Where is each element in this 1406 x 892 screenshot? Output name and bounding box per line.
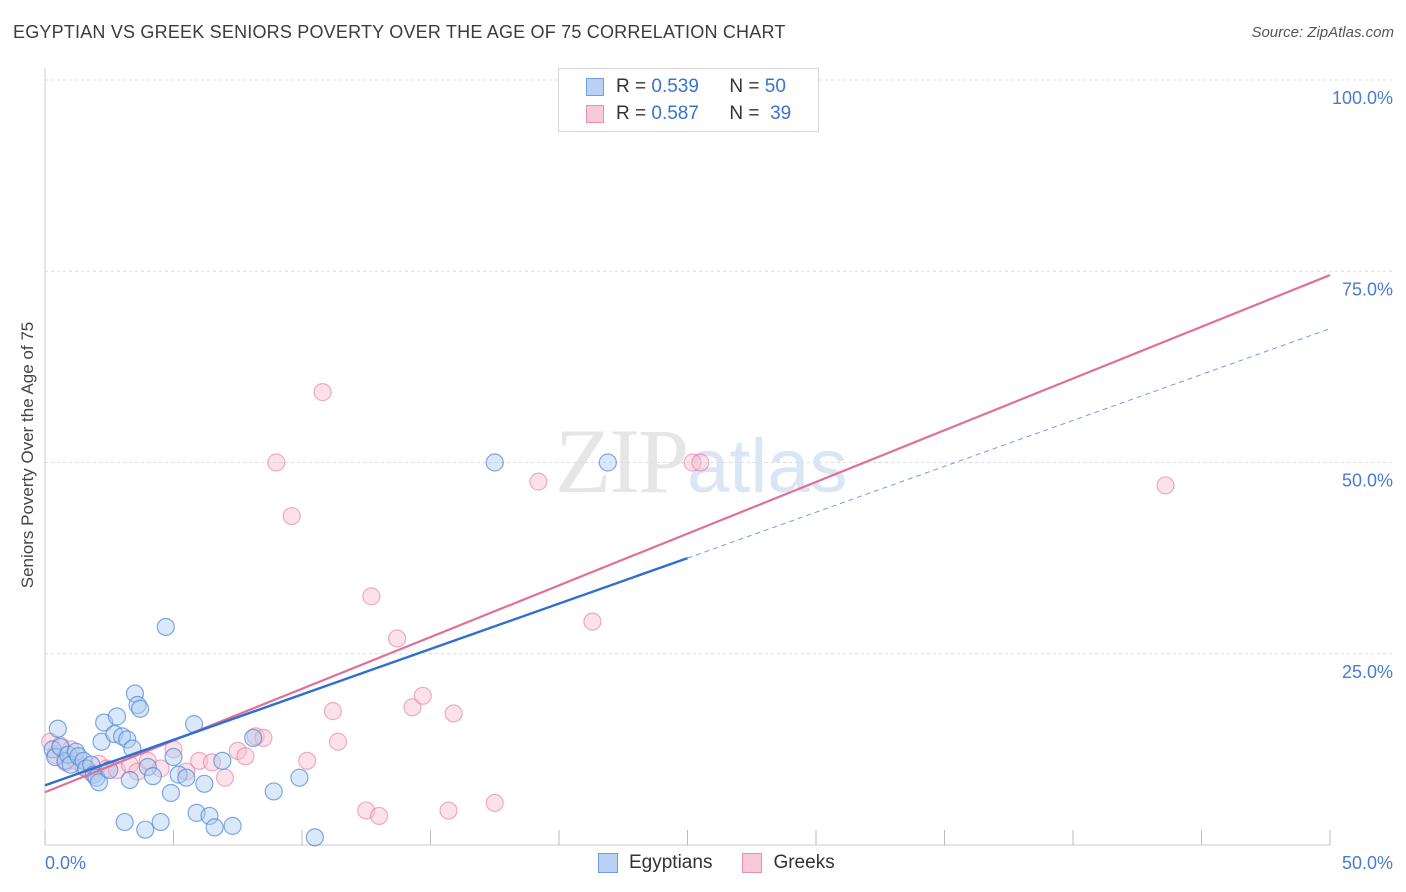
egyptians-point [161, 783, 181, 803]
legend-row-greeks: R = 0.587 N = 39 [586, 102, 791, 126]
legend-n-label: N = [729, 76, 760, 97]
greeks-legend-label: Greeks [773, 852, 835, 873]
greeks-point [215, 768, 234, 787]
egyptians-point [107, 707, 127, 726]
egyptians-point [112, 727, 132, 746]
legend-r-label: R = [616, 76, 647, 97]
egyptians-points [43, 453, 617, 847]
greeks-legend-swatch [742, 853, 763, 873]
egyptians-point [118, 730, 137, 749]
greeks-point [236, 747, 255, 766]
greeks-point [362, 587, 381, 606]
egyptians-point [177, 768, 196, 787]
greeks-point [298, 751, 317, 770]
watermark: ZIPatlas [555, 408, 848, 514]
greeks-points [41, 383, 1175, 826]
greeks-swatch [586, 105, 604, 123]
greeks-point [282, 506, 301, 526]
egyptians-trend-extension [687, 328, 1331, 559]
trend-lines [44, 274, 1331, 794]
y-tick-label: 50.0% [1342, 471, 1393, 491]
axes [44, 68, 1331, 846]
egyptians-point [136, 820, 155, 839]
greeks-point [254, 728, 273, 748]
chart-title: EGYPTIAN VS GREEK SENIORS POVERTY OVER T… [13, 22, 786, 42]
watermark-zip: ZIP [555, 410, 689, 512]
egyptians-point [151, 812, 170, 832]
x-tick-label: 50.0% [1342, 853, 1393, 873]
greeks-point [413, 686, 432, 705]
tick-labels: 25.0% 50.0% 75.0% 100.0% 0.0% 50.0% [45, 88, 1393, 873]
egyptians-point [48, 719, 67, 738]
egyptians-point [164, 747, 183, 767]
greeks-point [683, 453, 702, 472]
greeks-point [439, 801, 458, 820]
y-tick-label: 75.0% [1342, 279, 1393, 299]
egyptians-point [290, 768, 309, 787]
greeks-trend-line [44, 274, 1331, 794]
correlation-legend: R = 0.539 N = 50 R = 0.587 N = 39 [558, 68, 819, 132]
egyptians-point [143, 767, 163, 786]
egyptians-point [213, 751, 232, 770]
greeks-point [323, 702, 342, 721]
greeks-point [1156, 476, 1175, 495]
legend-n-value: 50 [764, 76, 786, 97]
egyptians-point [138, 757, 157, 777]
egyptians-point [223, 816, 242, 835]
egyptians-point [115, 812, 134, 832]
legend-n-value: 39 [770, 103, 792, 124]
y-tick-label: 25.0% [1342, 662, 1393, 682]
egyptians-point [156, 617, 175, 637]
greeks-point [691, 453, 710, 472]
egyptians-point [200, 806, 219, 826]
egyptians-point [205, 818, 224, 837]
greeks-point [583, 612, 602, 631]
egyptians-point [130, 699, 150, 718]
y-tick-label: 100.0% [1332, 88, 1393, 108]
legend-r-value: 0.539 [651, 76, 699, 97]
legend-row-egyptians: R = 0.539 N = 50 [586, 75, 786, 99]
legend-r-value: 0.587 [651, 103, 699, 124]
greeks-point [529, 472, 548, 491]
greeks-point [328, 732, 348, 751]
egyptians-point [120, 770, 139, 790]
greeks-point [403, 698, 422, 717]
series-legend: Egyptians Greeks [598, 852, 865, 874]
watermark-atlas: atlas [687, 424, 848, 509]
egyptians-point [244, 728, 263, 748]
egyptians-point [264, 782, 283, 801]
egyptians-trend-line [44, 556, 688, 787]
egyptians-point [89, 773, 109, 792]
legend-n-label: N = [729, 103, 760, 124]
greeks-point [387, 629, 407, 648]
legend-item-egyptians: Egyptians [598, 852, 712, 874]
greeks-point [370, 806, 389, 826]
egyptians-point [485, 453, 504, 472]
greeks-point [313, 383, 332, 402]
legend-item-greeks: Greeks [742, 852, 835, 874]
egyptians-point [305, 828, 324, 847]
legend-r-label: R = [616, 103, 647, 124]
greeks-point [485, 793, 504, 813]
greeks-point [267, 453, 286, 472]
egyptians-point [195, 774, 214, 793]
grid-lines [45, 79, 1395, 655]
egyptians-legend-label: Egyptians [629, 852, 713, 873]
egyptians-point [598, 453, 617, 472]
egyptians-legend-swatch [598, 853, 618, 873]
greeks-point [444, 704, 463, 723]
x-tick-label: 0.0% [45, 853, 86, 873]
egyptians-swatch [586, 78, 604, 96]
source-label: Source: ZipAtlas.com [1251, 24, 1394, 41]
